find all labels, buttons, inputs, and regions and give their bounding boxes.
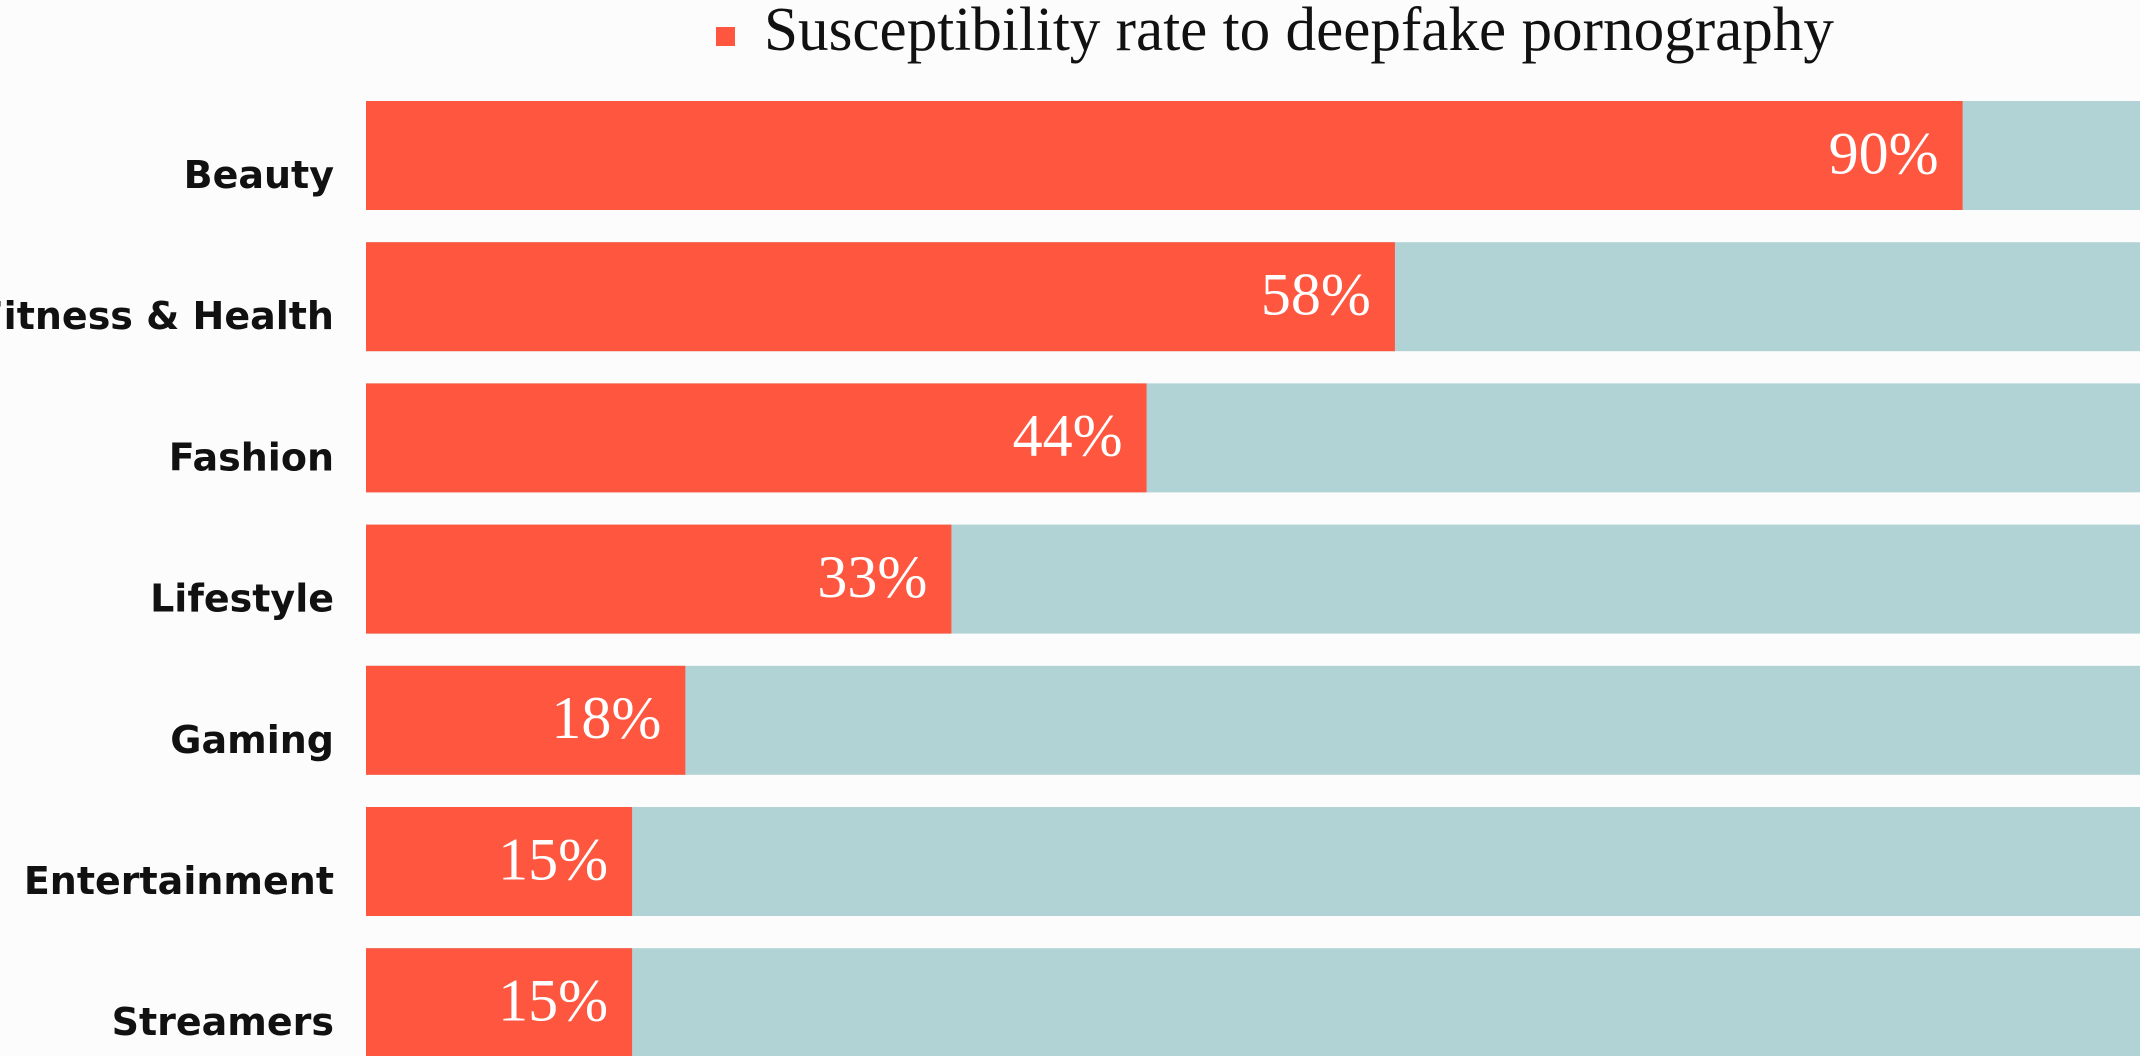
bar: [366, 807, 633, 916]
value-label: 90%: [1829, 120, 1939, 186]
category-label: Fashion: [169, 435, 334, 479]
bar: [366, 665, 686, 775]
category-label: Entertainment: [24, 859, 334, 903]
value-label: 44%: [1013, 403, 1123, 469]
category-label: Gaming: [170, 718, 334, 762]
value-label: 15%: [498, 826, 608, 892]
bar: [366, 948, 633, 1056]
value-label: 33%: [817, 544, 927, 610]
bar: [366, 524, 952, 634]
value-label: 15%: [498, 967, 608, 1033]
bar: [366, 383, 1147, 493]
track: [366, 948, 2140, 1056]
category-label: Fitness & Health: [0, 294, 334, 338]
bar: [366, 242, 1395, 352]
category-label: Beauty: [184, 153, 335, 197]
track: [366, 807, 2140, 916]
legend-label: Susceptibility rate to deepfake pornogra…: [764, 0, 1834, 64]
value-label: 18%: [551, 685, 661, 751]
value-label: 58%: [1261, 261, 1371, 327]
category-label: Streamers: [112, 1000, 334, 1044]
bar: [366, 101, 1963, 210]
legend-swatch: [716, 27, 735, 46]
category-label: Lifestyle: [150, 577, 334, 621]
